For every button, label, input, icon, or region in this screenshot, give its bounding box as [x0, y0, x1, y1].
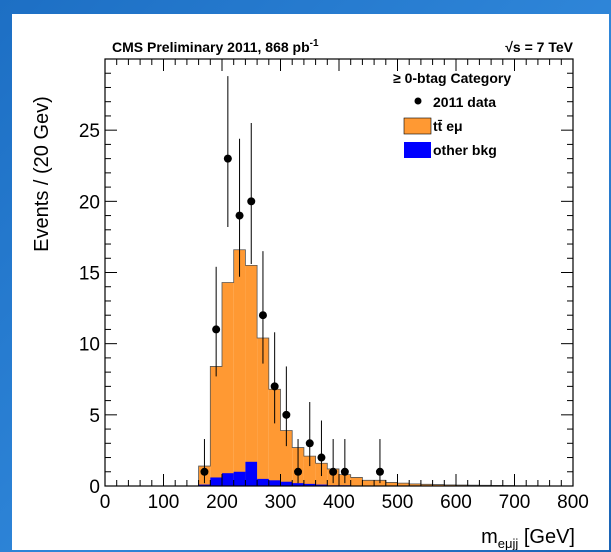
- y-tick-label: 5: [89, 406, 100, 427]
- x-tick-label: 400: [323, 492, 355, 513]
- other-bkg-bar: [198, 484, 211, 486]
- other-bkg-bar: [280, 481, 293, 486]
- y-tick-label: 10: [79, 335, 100, 356]
- data-point: [329, 467, 338, 476]
- x-tick-label: 600: [440, 492, 472, 513]
- y-tick-label: 15: [79, 264, 100, 285]
- data-points-layer: [200, 76, 384, 484]
- ttbar-bar: [303, 456, 316, 486]
- ttbar-bar: [245, 265, 258, 486]
- ttbar-bar: [432, 484, 445, 486]
- x-tick-label: 700: [499, 492, 531, 513]
- energy-label: √s = 7 TeV: [505, 39, 573, 55]
- legend-data-marker: [414, 97, 422, 105]
- chart-title: CMS Preliminary 2011, 868 pb-1: [112, 38, 319, 55]
- data-point: [223, 154, 232, 163]
- ttbar-bar: [268, 389, 281, 486]
- data-point: [305, 439, 314, 448]
- data-point: [294, 467, 303, 476]
- data-point: [212, 325, 221, 334]
- other-bkg-bar: [292, 483, 304, 486]
- ttbar-bar: [222, 282, 234, 486]
- other-bkg-bar: [257, 478, 269, 486]
- legend: ≥ 0-btag Category 2011 data tt̄ eμ other…: [393, 70, 511, 158]
- other-bkg-bar: [222, 473, 234, 486]
- legend-entry-data: 2011 data: [433, 94, 496, 110]
- legend-ttbar-swatch: [403, 117, 432, 135]
- x-axis-title-subscript: eμjj: [498, 536, 519, 550]
- legend-header: ≥ 0-btag Category: [393, 70, 511, 86]
- plot-frame: [104, 58, 574, 487]
- ttbar-bar: [409, 483, 421, 486]
- legend-other-swatch: [404, 142, 431, 158]
- legend-entry-other: other bkg: [433, 142, 497, 158]
- x-axis-title: meμjj [GeV]: [481, 526, 575, 550]
- chart-panel: 0 100 200 300 400 500 600 700 800 0 5 10 15 20 25 CMS …: [12, 14, 609, 550]
- ttbar-bar: [257, 337, 269, 486]
- ttbar-bar: [420, 484, 433, 486]
- x-axis-title-unit: [GeV]: [518, 526, 575, 548]
- data-point: [200, 467, 209, 476]
- ttbar-bar: [385, 482, 398, 486]
- x-tick-label: 200: [206, 492, 238, 513]
- x-tick-label: 300: [265, 492, 297, 513]
- axis-ticks: 0 100 200 300 400 500 600 700 800 0 5 10 15 20 25: [79, 58, 589, 513]
- x-tick-label: 800: [557, 492, 589, 513]
- other-bkg-bar: [268, 480, 281, 486]
- x-tick-label: 100: [148, 492, 180, 513]
- data-point: [270, 382, 279, 391]
- ttbar-bar: [210, 366, 222, 486]
- ttbar-bar: [233, 249, 246, 486]
- data-point: [247, 197, 256, 206]
- other-bkg-bar: [210, 477, 222, 486]
- chart-svg: 0 100 200 300 400 500 600 700 800 0 5 10 15 20 25 CMS …: [31, 38, 589, 550]
- y-tick-label: 20: [79, 192, 100, 213]
- ttbar-bar: [397, 483, 410, 486]
- legend-entry-ttbar: tt̄ eμ: [433, 118, 463, 134]
- y-axis-title: Events / (20 Gev): [31, 96, 53, 252]
- data-point: [235, 211, 244, 220]
- data-point: [340, 467, 349, 476]
- other-bkg-bar: [315, 484, 328, 486]
- chart-title-main: CMS Preliminary 2011, 868 pb: [112, 39, 310, 55]
- data-point: [258, 311, 267, 320]
- data-point: [317, 453, 326, 462]
- histogram-layer: [198, 249, 574, 487]
- ttbar-bar: [280, 430, 293, 486]
- x-tick-label: 0: [100, 492, 111, 513]
- other-bkg-bar: [245, 461, 258, 486]
- other-bkg-bar: [303, 483, 316, 486]
- x-tick-label: 500: [382, 492, 414, 513]
- other-bkg-bar: [233, 471, 246, 486]
- ttbar-bar: [362, 480, 375, 486]
- chart-title-superscript: -1: [310, 38, 319, 49]
- ttbar-bar: [350, 477, 363, 486]
- y-tick-label: 0: [89, 477, 100, 498]
- y-tick-label: 25: [79, 121, 100, 142]
- data-point: [282, 410, 291, 419]
- x-axis-title-main: m: [481, 526, 498, 548]
- data-point: [375, 467, 384, 476]
